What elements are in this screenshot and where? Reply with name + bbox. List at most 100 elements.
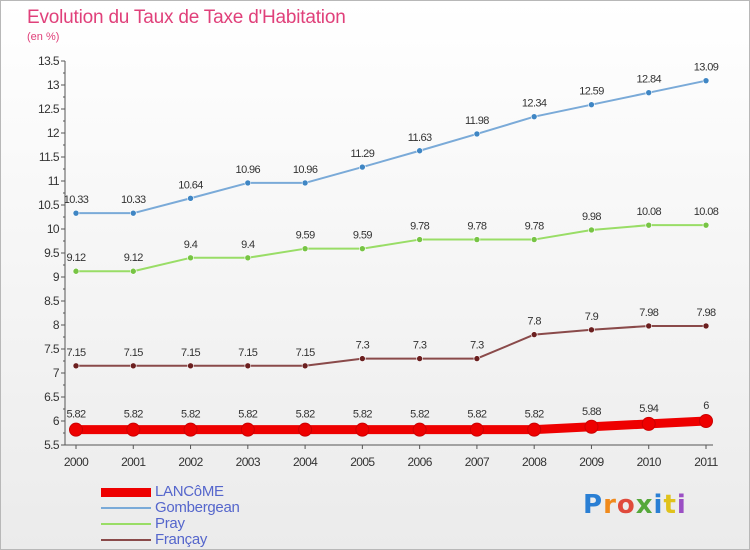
data-label-1: 12.84 [636,74,661,86]
y-tick-label: 8.5 [44,294,60,308]
data-label-2: 9.98 [582,211,601,223]
series-marker-3 [645,322,653,330]
chart-axes: 5.5 6 6.5 7 7.5 8 8.5 9 9.5 10 10.5 11 11.5 12 12.5 13 1… [38,54,719,469]
data-label-1: 10.96 [293,164,318,176]
x-tick-label: 2004 [293,455,318,469]
data-label-2: 9.78 [467,221,486,233]
data-label-0: 5.82 [181,409,200,421]
series-marker-2 [416,236,423,243]
series-marker-2 [129,267,137,275]
data-label-0: 5.88 [582,406,601,418]
series-marker-3 [588,326,595,334]
data-label-2: 9.4 [184,239,198,251]
logo-letter: r [603,490,617,520]
y-tick-label: 10 [47,222,60,236]
series-marker-0 [240,422,255,437]
data-label-0: 5.82 [410,409,429,421]
chart-title: Evolution du Taux de Taxe d'Habitation [27,7,346,28]
x-tick-label: 2011 [694,455,718,469]
y-tick-label: 13 [47,78,60,92]
series-marker-2 [244,254,252,262]
series-marker-0 [527,422,542,437]
y-tick-label: 6 [53,414,60,428]
series-marker-2 [359,245,366,252]
data-label-0: 5.82 [66,409,85,421]
series-marker-2 [702,221,710,229]
legend-label: Gombergean [155,499,240,516]
series-marker-0 [355,422,370,437]
series-marker-3 [187,362,194,370]
data-label-1: 11.29 [351,148,375,160]
series-marker-0 [584,419,599,434]
y-tick-label: 11 [48,174,60,188]
data-label-1: 10.33 [121,194,146,206]
series-marker-1 [588,101,595,108]
y-tick-label: 9 [53,270,60,284]
series-marker-1 [72,209,80,217]
y-tick-label: 7.5 [44,342,60,356]
y-tick-label: 5.5 [44,438,60,452]
series-marker-2 [645,221,653,229]
x-tick-label: 2008 [522,455,547,469]
series-marker-3 [244,362,252,370]
series-marker-3 [473,355,481,362]
data-label-0: 6 [703,400,709,412]
data-label-0: 5.82 [467,409,486,421]
data-label-1: 10.33 [64,194,89,206]
series-markers [69,77,713,437]
y-tick-label: 12.5 [38,102,60,116]
series-marker-0 [298,422,313,437]
data-label-2: 10.08 [636,206,661,218]
proxiti-logo: Proxiti [583,490,687,520]
y-tick-label: 9.5 [44,246,60,260]
data-label-2: 9.78 [410,221,429,233]
series-marker-2 [187,254,194,262]
data-label-0: 5.94 [639,403,658,415]
data-label-0: 5.82 [124,409,143,421]
series-marker-2 [588,226,595,234]
data-label-1: 10.96 [236,164,261,176]
series-marker-1 [416,147,423,155]
y-tick-label: 8 [53,318,60,332]
data-label-3: 7.98 [639,307,658,319]
data-label-0: 5.82 [238,409,257,421]
y-tick-label: 10.5 [38,198,60,212]
series-marker-0 [699,414,713,428]
series-marker-2 [530,236,538,243]
data-label-3: 7.15 [124,347,143,359]
y-tick-label: 11.5 [39,150,60,164]
x-tick-label: 2006 [407,455,432,469]
legend-swatch [101,488,151,497]
logo-letter: o [616,490,636,520]
data-label-1: 12.34 [522,98,547,110]
data-label-3: 7.15 [238,347,257,359]
data-label-3: 7.3 [356,340,370,352]
data-label-2: 10.08 [694,206,719,218]
legend-label: LANCôME [155,483,224,500]
series-line-2 [75,224,707,273]
logo-letter: x [635,490,654,520]
series-marker-1 [129,209,137,217]
data-label-1: 10.64 [178,179,203,191]
series-marker-3 [359,355,366,362]
series-marker-1 [645,89,653,96]
series-marker-3 [129,362,137,370]
data-label-2: 9.59 [296,230,315,242]
series-line-3 [75,324,707,367]
logo-letter: i [676,490,687,520]
series-marker-2 [473,236,481,243]
series-marker-2 [301,245,309,252]
legend-swatch [101,539,151,541]
legend-swatch [101,523,151,525]
series-marker-1 [187,194,194,202]
series-line-0 [71,416,711,435]
series-marker-2 [72,267,80,275]
x-tick-label: 2000 [64,455,89,469]
series-lines [71,79,711,435]
data-label-3: 7.9 [585,311,599,323]
series-marker-1 [473,130,481,138]
data-label-3: 7.3 [470,340,484,352]
series-marker-1 [702,77,710,84]
series-marker-3 [72,362,80,370]
